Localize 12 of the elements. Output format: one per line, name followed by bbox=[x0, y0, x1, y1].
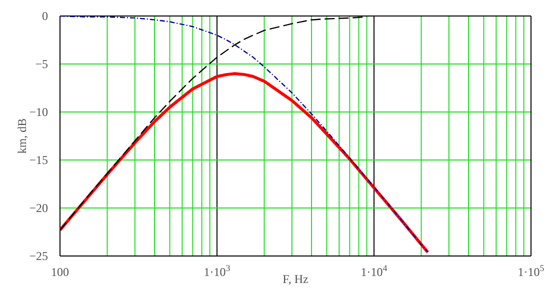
x-axis-title: F, Hz bbox=[282, 272, 308, 286]
y-tick-label: −15 bbox=[29, 153, 48, 167]
x-tick-label: 1·10$^{3}$ bbox=[204, 263, 231, 279]
y-tick-label: −10 bbox=[29, 105, 48, 119]
x-tick-label: 1·10$^{5}$ bbox=[518, 263, 545, 279]
y-tick-label: −20 bbox=[29, 201, 48, 215]
x-tick-label: 1·10$^{4}$ bbox=[360, 263, 388, 279]
y-tick-label: 0 bbox=[42, 9, 48, 23]
y-tick-label: −25 bbox=[29, 249, 48, 263]
y-tick-label: −5 bbox=[35, 57, 48, 71]
y-axis-title: km, dB bbox=[15, 118, 29, 154]
x-tick-label: 100 bbox=[51, 265, 69, 279]
